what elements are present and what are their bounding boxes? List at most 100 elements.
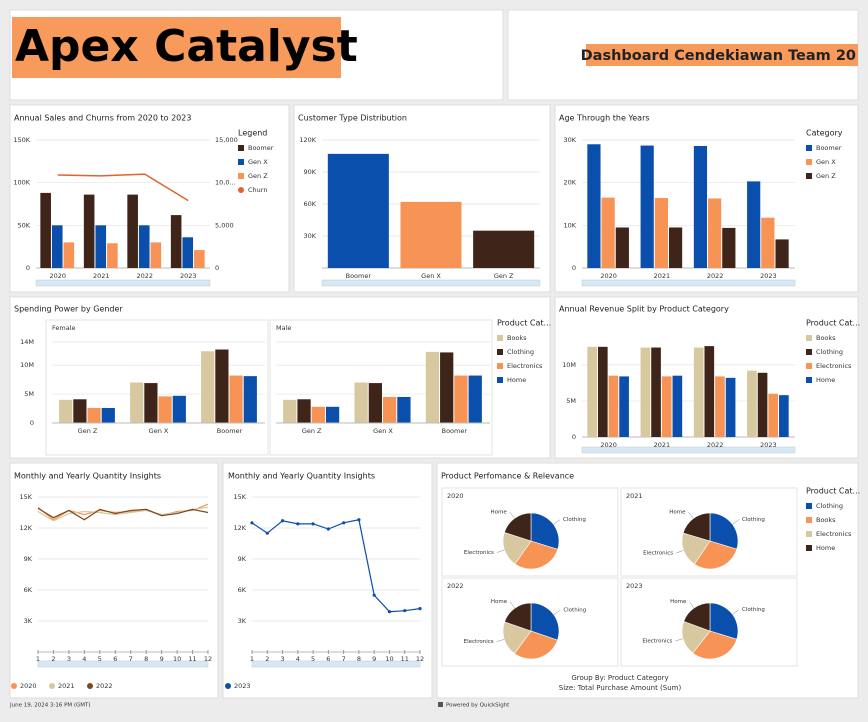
legend-swatch <box>806 173 812 179</box>
bar <box>651 347 661 437</box>
chart-title: Age Through the Years <box>559 114 650 123</box>
legend-swatch <box>806 335 812 341</box>
bar <box>661 376 672 437</box>
bar <box>215 349 229 423</box>
legend-label: Gen X <box>816 158 836 166</box>
y-tick-label: 5M <box>566 397 576 405</box>
pie-title: 2023 <box>626 582 643 590</box>
y-tick-label: 6K <box>238 586 247 594</box>
slice-label: Electronics <box>643 551 673 557</box>
bar <box>130 382 144 423</box>
x-tick-label: 6 <box>113 655 117 663</box>
scrollbar[interactable] <box>35 279 211 287</box>
leader-line <box>553 609 561 615</box>
bar <box>775 239 789 268</box>
x-tick-label: 2022 <box>707 441 724 449</box>
x-tick-label: 10 <box>385 655 393 663</box>
bar <box>63 242 75 268</box>
bar <box>587 346 597 437</box>
y-tick-label: 0 <box>572 433 576 441</box>
y-tick-label: 0 <box>215 264 219 272</box>
y-tick-label: 0 <box>26 264 30 272</box>
subpanel <box>45 319 269 456</box>
x-tick-label: 2 <box>265 655 269 663</box>
leader-line <box>553 519 561 525</box>
chart-title: Monthly and Yearly Quantity Insights <box>228 472 375 481</box>
bar <box>40 192 51 268</box>
y-tick-label: 12K <box>19 524 32 532</box>
y-tick-label: 14M <box>20 338 34 346</box>
chart-title: Monthly and Yearly Quantity Insights <box>14 472 161 481</box>
legend-label: Home <box>816 376 835 384</box>
pie-slice <box>683 602 711 632</box>
bar <box>182 237 194 268</box>
x-tick-label: 2021 <box>654 441 671 449</box>
bar <box>722 227 736 268</box>
bar <box>229 375 243 423</box>
y-tick-label: 12K <box>233 524 246 532</box>
legend-title: Product Cat... <box>806 319 860 328</box>
bar <box>601 197 615 268</box>
pie-note: Size: Total Purchase Amount (Sum) <box>559 684 682 692</box>
pie-slice <box>502 621 532 654</box>
legend-label: Gen X <box>248 158 268 166</box>
bar <box>725 377 736 437</box>
bar <box>243 376 257 423</box>
pie-note: Group By: Product Category <box>571 674 668 682</box>
y-tick-label: 0 <box>572 264 576 272</box>
x-tick-label: 2022 <box>136 272 153 280</box>
logo <box>438 702 443 707</box>
bar <box>127 194 138 268</box>
legend-label: 2020 <box>20 682 37 690</box>
title-highlight <box>12 17 341 78</box>
scrollbar[interactable] <box>251 660 421 668</box>
y-tick-label: 15K <box>19 493 32 501</box>
slice-label: Clothing <box>563 517 586 523</box>
dashboard-subtitle: Dashboard Cendekiawan Team 20 <box>581 48 856 64</box>
bar <box>51 225 63 268</box>
bar <box>194 250 205 268</box>
legend-swatch <box>238 187 244 193</box>
x-tick-label: 5 <box>98 655 102 663</box>
bar <box>297 399 311 423</box>
legend-swatch <box>497 335 503 341</box>
x-tick-label: 2020 <box>49 272 66 280</box>
leader-line <box>732 609 740 615</box>
scrollbar[interactable] <box>321 279 541 287</box>
legend-swatch <box>238 159 244 165</box>
panel-title: Male <box>276 324 291 332</box>
bar <box>747 370 757 437</box>
x-tick-label: 5 <box>311 655 315 663</box>
bar <box>201 351 215 423</box>
legend-label: Books <box>816 334 836 342</box>
point <box>418 607 422 611</box>
timestamp: June 19, 2024 3:16 PM (GMT) <box>9 703 91 709</box>
scrollbar[interactable] <box>581 279 796 287</box>
x-tick-label: 2023 <box>180 272 197 280</box>
y-tick-label: 3K <box>24 617 33 625</box>
scrollbar[interactable] <box>37 660 209 668</box>
x-tick-label: 2023 <box>760 441 777 449</box>
scrollbar[interactable] <box>581 446 796 454</box>
legend-title: Product Cat... <box>806 487 860 496</box>
legend-swatch <box>806 531 812 537</box>
leader-line <box>675 638 684 642</box>
bar <box>354 382 368 423</box>
legend-swatch <box>806 545 812 551</box>
pie-slice <box>503 512 532 542</box>
x-tick-label: Gen X <box>421 272 441 280</box>
subpanel <box>269 319 493 456</box>
point <box>403 609 407 613</box>
bar <box>708 198 722 268</box>
x-tick-label: 2 <box>51 655 55 663</box>
legend-swatch <box>497 349 503 355</box>
bar <box>172 395 186 423</box>
x-tick-label: 2021 <box>93 272 110 280</box>
x-tick-label: 2020 <box>600 272 617 280</box>
line <box>57 173 189 202</box>
bar <box>397 396 411 423</box>
pie-title: 2020 <box>447 492 464 500</box>
leader-line <box>496 549 505 553</box>
legend-swatch <box>49 683 55 689</box>
bar <box>73 399 87 423</box>
